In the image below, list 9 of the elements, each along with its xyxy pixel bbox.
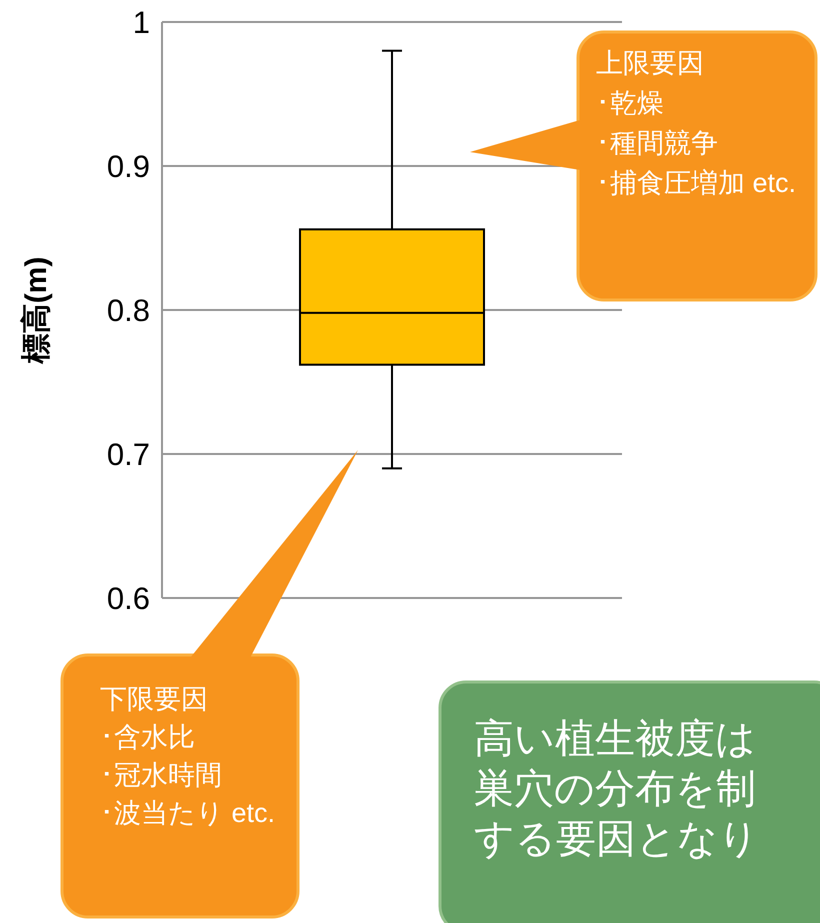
y-tick-label: 0.8 <box>106 293 150 328</box>
y-tick-label: 0.6 <box>106 581 150 616</box>
y-axis-title: 標高(m) <box>19 256 53 364</box>
annotation: 上限要因･乾燥･種間競争･捕食圧増加 etc. <box>596 48 796 198</box>
y-tick-label: 1 <box>132 5 150 40</box>
y-tick-label: 0.7 <box>106 437 150 472</box>
y-tick-label: 0.9 <box>106 149 150 184</box>
text: 高い植生被度は巣穴の分布を制する要因となり <box>474 717 759 861</box>
text: 下限要因･含水比･冠水時間･波当たり etc. <box>100 684 276 828</box>
